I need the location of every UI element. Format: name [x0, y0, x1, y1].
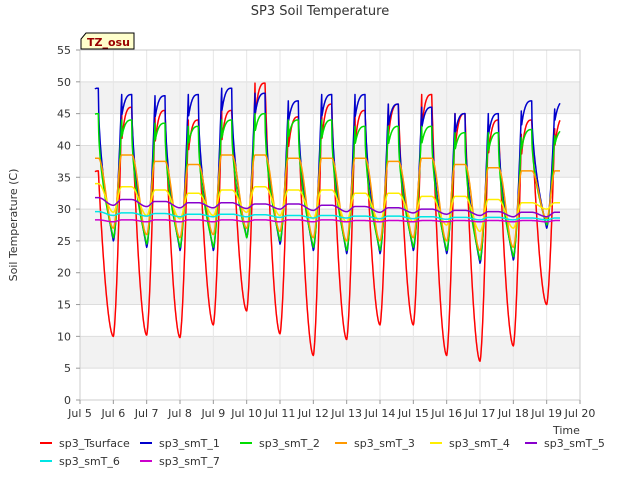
plot-band — [80, 304, 580, 337]
y-tick-label: 10 — [57, 330, 71, 343]
series-line-sp3_Tsurface — [94, 82, 561, 362]
chart-title: SP3 Soil Temperature — [251, 4, 389, 19]
x-tick-label: Jul 20 — [564, 407, 596, 420]
y-tick-label: 35 — [57, 171, 71, 184]
plot-frame — [79, 49, 581, 401]
legend-label: sp3_smT_3 — [354, 437, 415, 450]
x-tick-label: Jul 7 — [134, 407, 159, 420]
series-line-sp3_smT_7 — [94, 219, 561, 223]
y-tick-label: 0 — [64, 394, 71, 407]
x-tick-label: Jul 15 — [397, 407, 429, 420]
legend-label: sp3_smT_4 — [449, 437, 510, 450]
x-tick-label: Jul 10 — [230, 407, 262, 420]
x-tick-label: Jul 6 — [100, 407, 125, 420]
legend-label: sp3_smT_7 — [159, 455, 220, 468]
plot-band — [80, 336, 580, 369]
y-tick-label: 5 — [64, 362, 71, 375]
y-tick-label: 50 — [57, 76, 71, 89]
y-tick-label: 30 — [57, 203, 71, 216]
tz-badge-box — [80, 32, 135, 50]
legend-label: sp3_smT_6 — [59, 455, 120, 468]
x-tick-label: Jul 18 — [497, 407, 529, 420]
plot-band — [80, 81, 580, 114]
series-group — [94, 82, 561, 362]
legend: sp3_Tsurface sp3_smT_1 sp3_smT_2 sp3_smT_3 s… — [40, 437, 605, 468]
y-tick-label: 25 — [57, 235, 71, 248]
x-tick-label: Jul 12 — [297, 407, 329, 420]
x-axis-label: Time — [552, 424, 580, 437]
y-tick-label: 20 — [57, 267, 71, 280]
y-tick-label: 15 — [57, 299, 71, 312]
x-tick-label: Jul 8 — [167, 407, 192, 420]
plot-band — [80, 368, 580, 400]
plot-band — [80, 177, 580, 210]
y-tick-label: 40 — [57, 139, 71, 152]
plot-band — [80, 50, 580, 82]
series-line-sp3_smT_5 — [94, 196, 561, 218]
y-tick-label: 45 — [57, 108, 71, 121]
x-tick-label: Jul 11 — [264, 407, 296, 420]
plot-band — [80, 240, 580, 273]
plot-band — [80, 272, 580, 305]
series-line-sp3_smT_6 — [94, 210, 561, 221]
plot-band — [80, 113, 580, 146]
legend-label: sp3_Tsurface — [59, 437, 130, 450]
series-line-sp3_smT_3 — [94, 154, 561, 252]
plot-band — [80, 209, 580, 241]
tz-badge-label: TZ_osu — [87, 36, 130, 49]
y-axis-label: Soil Temperature (C) — [7, 169, 20, 282]
x-tick-label: Jul 17 — [464, 407, 496, 420]
x-tick-label: Jul 9 — [200, 407, 225, 420]
x-tick-label: Jul 13 — [330, 407, 362, 420]
legend-label: sp3_smT_1 — [159, 437, 220, 450]
x-tick-label: Jul 14 — [364, 407, 396, 420]
x-tick-label: Jul 5 — [67, 407, 92, 420]
tz-badge: TZ_osu — [80, 32, 135, 50]
y-tick-label: 55 — [57, 44, 71, 57]
legend-label: sp3_smT_5 — [544, 437, 605, 450]
x-tick-label: Jul 19 — [530, 407, 562, 420]
x-tick-label: Jul 16 — [430, 407, 462, 420]
x-axis: Jul 5 Jul 6 Jul 7 Jul 8 Jul 9 Jul 10 Jul 11 Jul… — [67, 400, 595, 420]
grid — [79, 49, 581, 401]
legend-label: sp3_smT_2 — [259, 437, 320, 450]
y-axis: 0 5 10 15 20 25 30 35 40 45 50 55 — [57, 44, 80, 407]
